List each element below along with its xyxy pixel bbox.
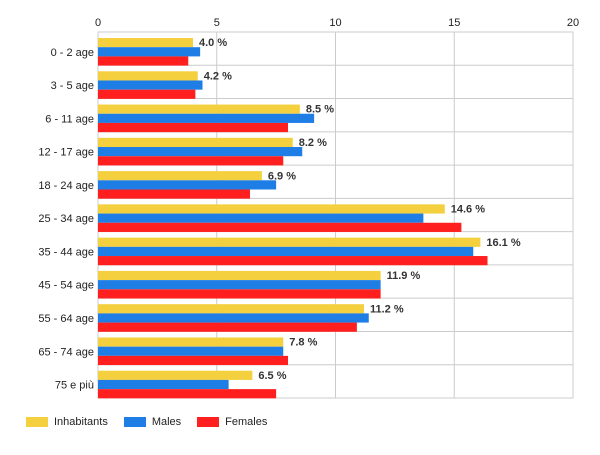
data-label: 8.2 % [299, 137, 327, 149]
bar-females [98, 322, 357, 332]
category-label: 35 - 44 age [38, 246, 94, 258]
legend-item-females: Females [197, 416, 267, 428]
legend-label-inhabitants: Inhabitants [54, 416, 108, 428]
category-label: 75 e più [55, 380, 94, 392]
bar-females [98, 256, 488, 266]
data-label: 4.0 % [199, 37, 227, 49]
bar-males [98, 113, 315, 123]
bar-inhabitants [98, 171, 262, 181]
bar-inhabitants [98, 71, 198, 81]
legend-swatch-males [123, 417, 146, 427]
bar-inhabitants [98, 370, 253, 380]
bar-males [98, 280, 381, 290]
bar-inhabitants [98, 337, 284, 347]
category-label: 6 - 11 age [45, 113, 94, 125]
bar-females [98, 56, 189, 66]
bar-females [98, 122, 288, 133]
bar-females [98, 389, 277, 399]
data-label: 6.9 % [268, 170, 296, 182]
data-label: 7.8 % [289, 337, 317, 349]
category-label: 65 - 74 age [38, 346, 94, 358]
x-tick-label: 10 [329, 17, 341, 29]
bar-inhabitants [98, 304, 364, 314]
bar-males [98, 180, 277, 190]
bar-males [98, 147, 303, 157]
data-label: 11.9 % [387, 270, 421, 282]
category-label: 18 - 24 age [38, 180, 94, 192]
x-tick-label: 15 [448, 17, 460, 29]
category-label: 12 - 17 age [38, 147, 94, 159]
bar-males [98, 346, 284, 356]
data-label: 11.2 % [370, 303, 404, 315]
bar-males [98, 80, 203, 90]
data-label: 4.2 % [204, 70, 232, 82]
bar-males [98, 246, 474, 257]
bar-males [98, 47, 201, 57]
legend-swatch-inhabitants [26, 417, 48, 427]
legend-swatch-females [197, 417, 220, 427]
bar-inhabitants [98, 270, 381, 281]
legend-item-males: Males [123, 416, 182, 428]
category-label: 45 - 54 age [38, 280, 94, 292]
bar-females [98, 189, 250, 199]
bar-females [98, 156, 284, 166]
bar-females [98, 89, 196, 99]
legend-label-females: Females [225, 416, 268, 428]
bar-females [98, 289, 381, 299]
data-label: 14.6 % [451, 204, 485, 216]
category-label: 55 - 64 age [38, 313, 94, 325]
bar-males [98, 213, 424, 223]
x-tick-label: 5 [214, 17, 220, 29]
category-label: 3 - 5 age [51, 80, 94, 92]
bar-males [98, 379, 229, 390]
bar-inhabitants [98, 204, 445, 214]
data-label: 8.5 % [306, 104, 334, 116]
bar-inhabitants [98, 104, 300, 114]
legend-label-males: Males [151, 416, 182, 428]
x-tick-label: 0 [95, 17, 101, 29]
bar-inhabitants [98, 237, 481, 247]
x-tick-label: 20 [567, 17, 579, 29]
legend-item-inhabitants: Inhabitants [26, 416, 108, 428]
bar-females [98, 222, 462, 232]
bar-inhabitants [98, 137, 293, 148]
bar-females [98, 355, 288, 366]
bar-males [98, 313, 369, 323]
bar-inhabitants [98, 38, 193, 48]
legend: Inhabitants Males Females [26, 416, 267, 428]
data-label: 16.1 % [486, 237, 520, 249]
category-label: 25 - 34 age [38, 213, 94, 225]
data-label: 6.5 % [258, 370, 286, 382]
category-label: 0 - 2 age [51, 47, 94, 59]
